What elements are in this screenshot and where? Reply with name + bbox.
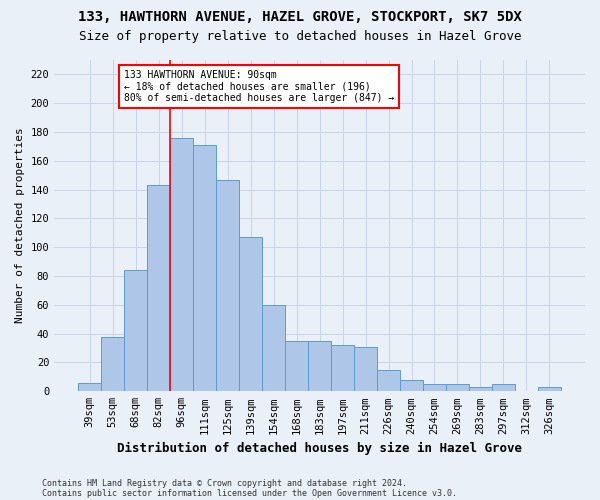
Bar [446, 384, 469, 391]
Bar [469, 387, 492, 391]
Bar [124, 270, 147, 391]
Bar [308, 341, 331, 391]
Text: 133 HAWTHORN AVENUE: 90sqm
← 18% of detached houses are smaller (196)
80% of sem: 133 HAWTHORN AVENUE: 90sqm ← 18% of deta… [124, 70, 395, 103]
Bar [147, 186, 170, 391]
Bar [492, 384, 515, 391]
Text: Contains public sector information licensed under the Open Government Licence v3: Contains public sector information licen… [42, 488, 457, 498]
Bar [216, 180, 239, 391]
Bar [331, 345, 354, 391]
Bar [101, 336, 124, 391]
Bar [423, 384, 446, 391]
Text: Contains HM Land Registry data © Crown copyright and database right 2024.: Contains HM Land Registry data © Crown c… [42, 478, 407, 488]
Y-axis label: Number of detached properties: Number of detached properties [15, 128, 25, 324]
Bar [193, 145, 216, 391]
Bar [285, 341, 308, 391]
Bar [354, 346, 377, 391]
Bar [262, 305, 285, 391]
Text: Size of property relative to detached houses in Hazel Grove: Size of property relative to detached ho… [79, 30, 521, 43]
Bar [239, 237, 262, 391]
Bar [377, 370, 400, 391]
Text: 133, HAWTHORN AVENUE, HAZEL GROVE, STOCKPORT, SK7 5DX: 133, HAWTHORN AVENUE, HAZEL GROVE, STOCK… [78, 10, 522, 24]
Bar [170, 138, 193, 391]
X-axis label: Distribution of detached houses by size in Hazel Grove: Distribution of detached houses by size … [117, 442, 522, 455]
Bar [538, 387, 561, 391]
Bar [78, 382, 101, 391]
Bar [400, 380, 423, 391]
